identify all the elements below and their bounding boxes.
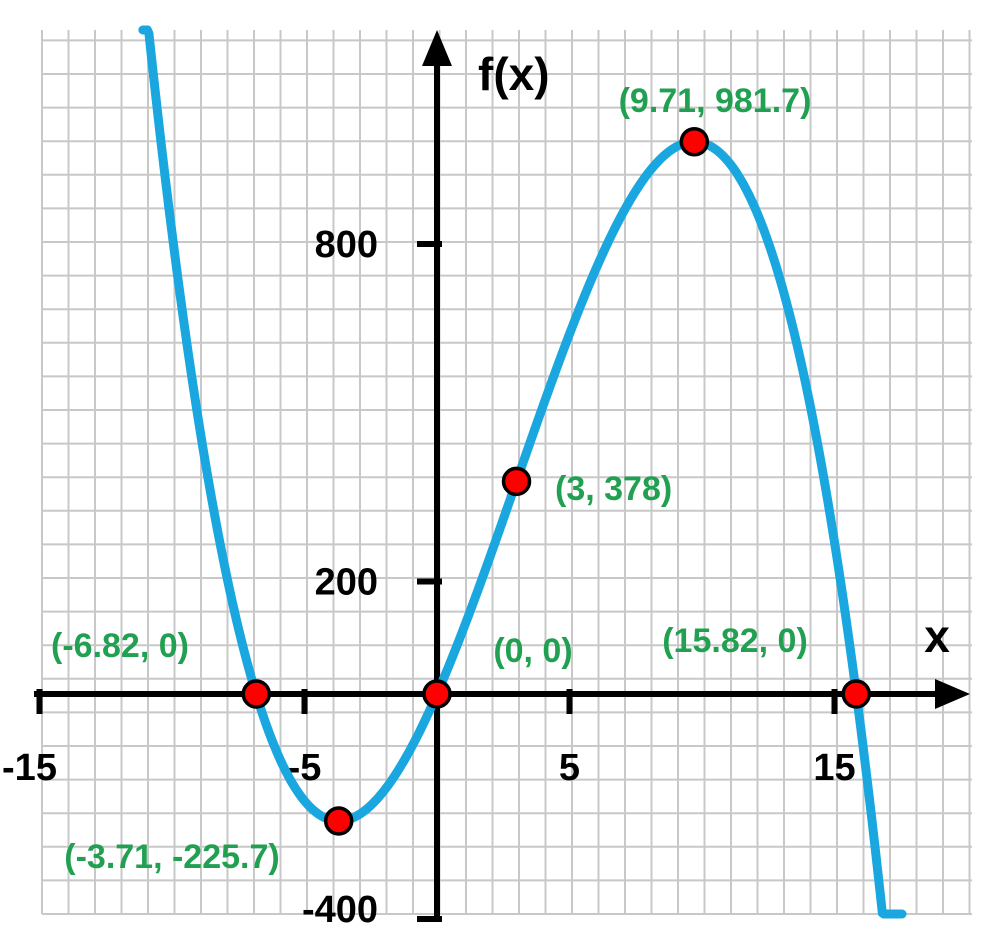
data-point	[501, 466, 532, 497]
x-tick-label: -15	[2, 747, 57, 789]
x-axis-label: x	[924, 610, 950, 662]
data-point	[422, 679, 452, 709]
point-label: (15.82, 0)	[662, 622, 808, 660]
data-point	[323, 806, 354, 836]
grid	[41, 30, 972, 915]
point-label: (9.71, 981.7)	[619, 82, 812, 120]
x-tick-label: 15	[813, 747, 855, 789]
y-tick-label: 200	[315, 562, 378, 604]
point-label: (0, 0)	[493, 632, 572, 670]
point-label: (-6.82, 0)	[51, 627, 189, 665]
x-tick-label: 5	[559, 747, 580, 789]
x-axis-arrowhead	[935, 679, 970, 709]
point-label: (-3.71, -225.7)	[64, 838, 279, 876]
point-label: (3, 378)	[555, 470, 672, 508]
y-axis-arrowhead	[422, 30, 452, 66]
y-axis-label: f(x)	[478, 48, 550, 100]
y-tick-label: 800	[315, 224, 378, 266]
data-point	[241, 679, 272, 709]
axes	[34, 30, 970, 918]
point-labels: (-6.82, 0) (-3.71, -225.7) (0, 0) (3, 378) (…	[51, 82, 811, 876]
points	[241, 127, 871, 836]
function-curve	[138, 25, 907, 919]
y-tick-label: -400	[302, 889, 378, 931]
data-point	[679, 127, 710, 157]
data-point	[841, 679, 871, 709]
